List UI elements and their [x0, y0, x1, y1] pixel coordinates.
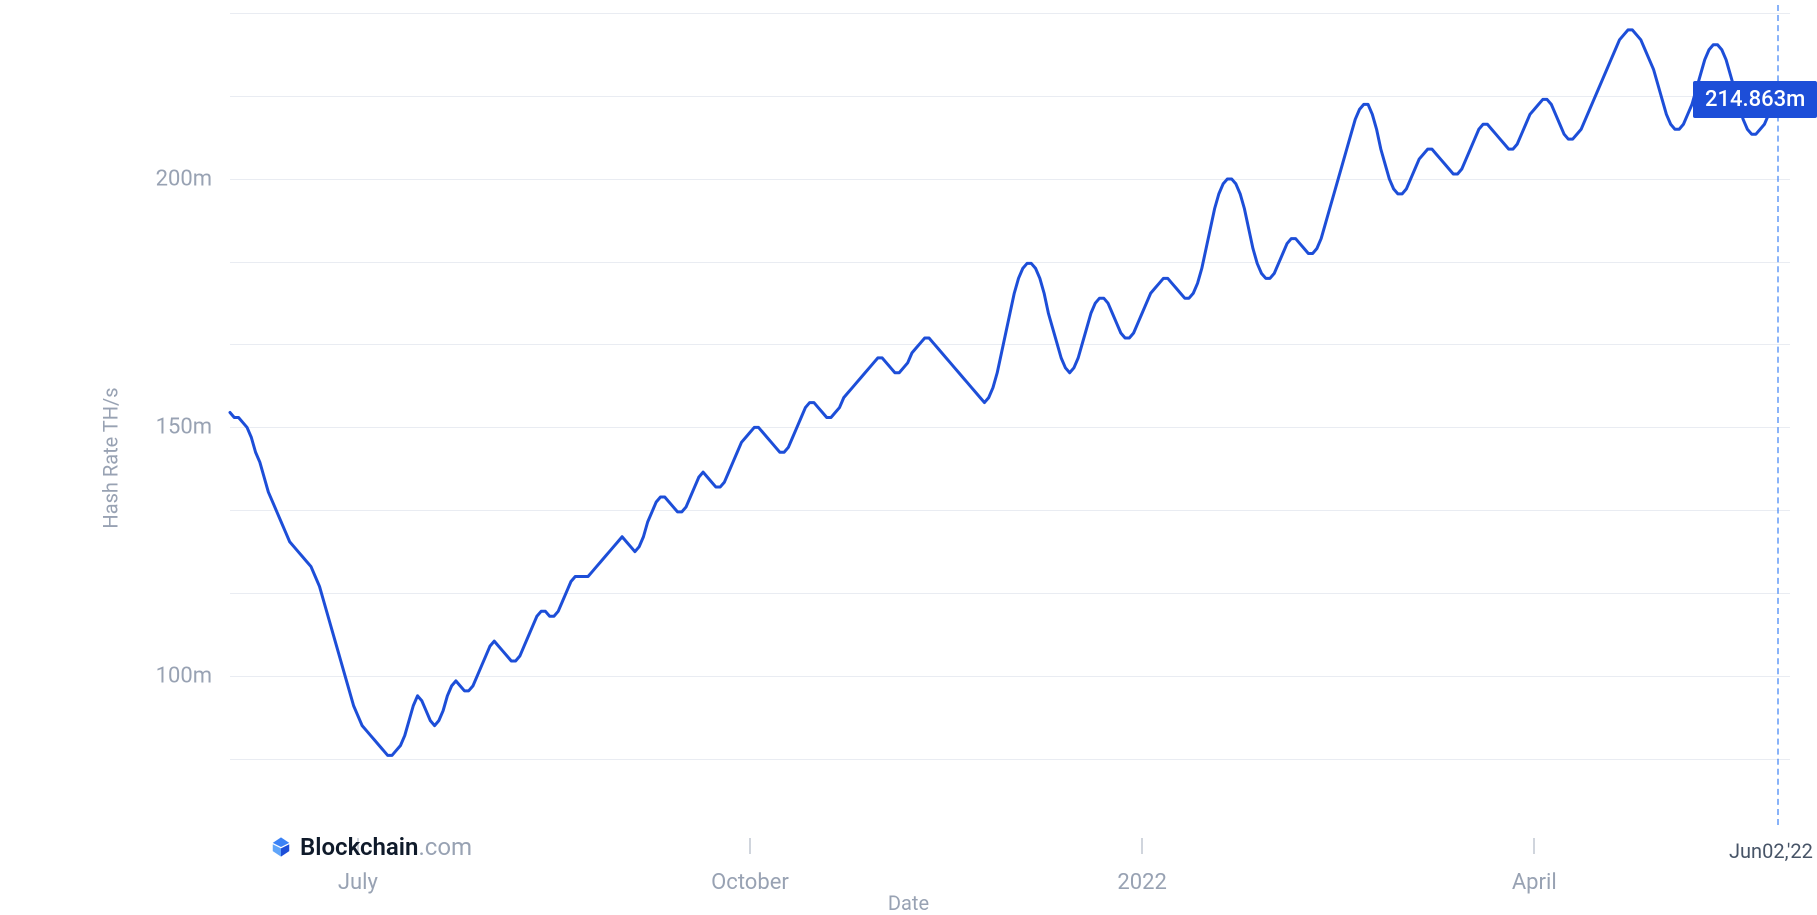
x-tick-mark	[749, 838, 751, 854]
watermark-suffix: .com	[418, 833, 472, 861]
y-tick-label: 150m	[156, 415, 212, 440]
line-series	[230, 5, 1790, 825]
blockchain-logo-icon	[270, 836, 292, 858]
hover-value-badge: 214.863m	[1693, 81, 1817, 118]
x-tick-mark	[1533, 838, 1535, 854]
blockchain-watermark: Blockchain.com	[270, 833, 472, 861]
x-tick-label: 2022	[1117, 870, 1166, 895]
hover-vertical-line	[1777, 5, 1779, 825]
x-tick-mark	[1141, 838, 1143, 854]
y-tick-label: 100m	[156, 663, 212, 688]
y-tick-label: 200m	[156, 166, 212, 191]
watermark-brand: Blockchain	[300, 833, 418, 861]
hover-date-label: Jun02,'22	[1725, 837, 1817, 865]
x-axis-title: Date	[888, 891, 929, 915]
x-tick-label: October	[711, 870, 789, 895]
x-tick-label: July	[338, 870, 378, 895]
y-axis-title: Hash Rate TH/s	[99, 387, 123, 528]
hash-rate-chart: Hash Rate TH/s Date 100m 150m 200m July Oct…	[0, 0, 1817, 915]
plot-area[interactable]	[230, 5, 1790, 825]
x-tick-label: April	[1512, 870, 1557, 895]
